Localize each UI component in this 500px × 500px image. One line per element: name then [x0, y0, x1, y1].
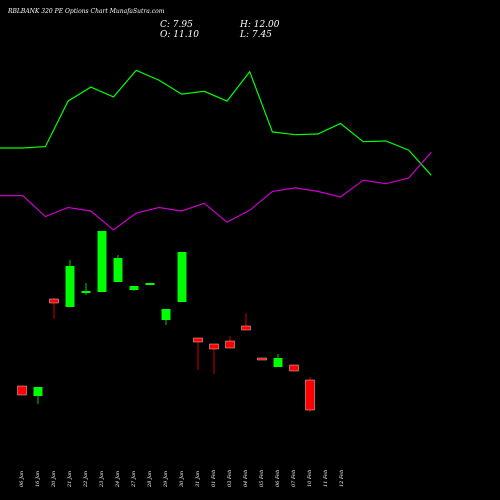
x-tick-label: 22 Jan	[83, 470, 89, 487]
candle-body	[49, 298, 59, 304]
high-value: H: 12.00	[240, 20, 280, 30]
x-tick-label: 28 Jan	[147, 470, 153, 487]
candle-body	[161, 309, 171, 320]
candle-body	[257, 357, 267, 361]
upper-band-line	[0, 69, 432, 176]
x-tick-label: 11 Feb	[323, 469, 329, 487]
x-tick-label: 16 Jan	[35, 470, 41, 487]
candle-body	[241, 325, 251, 331]
candle-body	[289, 364, 299, 372]
candle-body	[145, 283, 155, 285]
x-tick-label: 27 Jan	[131, 470, 137, 487]
candle-body	[193, 337, 203, 343]
candles	[17, 231, 315, 412]
candle-body	[225, 340, 235, 349]
x-tick-label: 23 Jan	[99, 470, 105, 487]
chart-title: RBLBANK 320 PE Options Chart MunafaSutra…	[8, 8, 165, 15]
x-tick-label: 21 Jan	[67, 470, 73, 487]
candle-body	[33, 387, 43, 396]
x-tick-label: 24 Jan	[115, 470, 121, 487]
x-tick-label: 03 Feb	[227, 469, 233, 487]
x-tick-label: 20 Jan	[51, 470, 57, 487]
indicator-lines	[0, 69, 432, 231]
x-tick-label: 12 Feb	[339, 469, 345, 487]
x-tick-label: 06 Feb	[275, 469, 281, 487]
candle-body	[81, 291, 91, 293]
x-tick-label: 30 Jan	[179, 470, 185, 487]
candle-body	[209, 343, 219, 350]
low-value: L: 7.45	[240, 30, 272, 40]
candle-body	[177, 252, 187, 302]
x-tick-label: 05 Feb	[259, 469, 265, 487]
candle-body	[97, 231, 107, 292]
candle-body	[113, 258, 123, 282]
x-tick-label: 06 Jan	[19, 470, 25, 487]
x-tick-label: 04 Feb	[243, 469, 249, 487]
candle-body	[65, 266, 75, 307]
open-value: O: 11.10	[160, 30, 200, 40]
candle-body	[273, 358, 283, 367]
x-tick-label: 10 Feb	[307, 469, 313, 487]
x-tick-label: 01 Feb	[211, 469, 217, 487]
candle-body	[305, 379, 315, 411]
candle-body	[17, 385, 27, 396]
x-tick-label: 29 Jan	[163, 470, 169, 487]
x-tick-label: 31 Jan	[195, 470, 201, 487]
candle-body	[129, 286, 139, 290]
x-tick-label: 07 Feb	[291, 469, 297, 487]
close-value: C: 7.95	[160, 20, 193, 30]
lower-band-line	[0, 151, 432, 231]
